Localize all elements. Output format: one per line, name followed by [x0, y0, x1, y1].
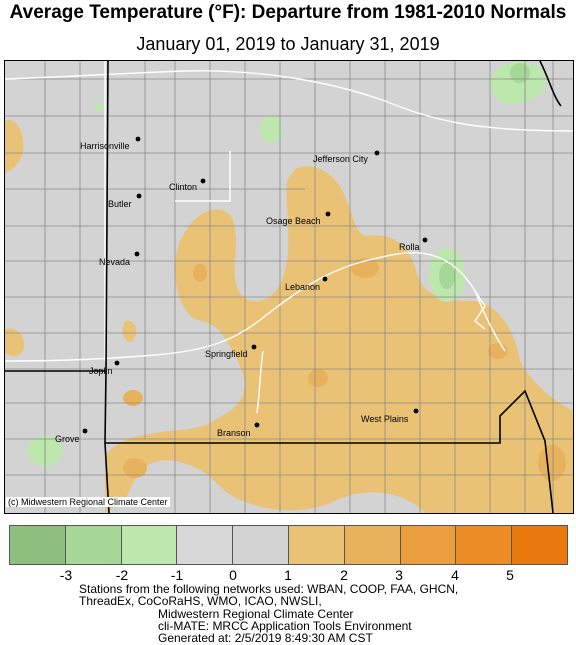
- city-label-butler: Butler: [108, 199, 132, 209]
- city-label-nevada: Nevada: [99, 257, 130, 267]
- legend-swatch-9: [456, 526, 513, 564]
- legend-swatch-4: [177, 526, 234, 564]
- city-label-harrisonville: Harrisonville: [80, 141, 130, 151]
- legend-swatch-10: [512, 526, 567, 564]
- city-dot-rolla: [422, 237, 428, 243]
- city-label-clinton: Clinton: [169, 182, 197, 192]
- cities: Harrisonville Clinton Butler Jefferson C…: [55, 136, 428, 444]
- legend-swatch-1: [10, 526, 66, 564]
- legend-swatch-5: [233, 526, 289, 564]
- city-label-rolla: Rolla: [399, 242, 420, 252]
- copyright-credit: (c) Midwestern Regional Climate Center: [6, 497, 170, 507]
- county-boundaries: [5, 61, 573, 513]
- city-dot-west-plains: [413, 408, 419, 414]
- map-canvas: Harrisonville Clinton Butler Jefferson C…: [5, 61, 573, 513]
- legend-swatch-8: [400, 526, 457, 564]
- legend-swatch-2: [65, 526, 122, 564]
- legend-tick: 5: [506, 567, 514, 583]
- legend-tick: 3: [395, 567, 403, 583]
- anomaly-negative-areas: [27, 61, 546, 466]
- state-boundaries: [5, 61, 562, 513]
- legend-ticks: -3 -2 -1 0 1 2 3 4 5: [0, 567, 576, 585]
- legend-swatch-6: [288, 526, 345, 564]
- date-range: January 01, 2019 to January 31, 2019: [136, 34, 440, 54]
- city-dot-jefferson-city: [374, 150, 380, 156]
- city-label-springfield: Springfield: [205, 349, 248, 359]
- legend-tick: -3: [59, 567, 73, 583]
- city-dot-grove: [82, 428, 88, 434]
- footer-networks-line-2: ThreadEx, CoCoRaHS, WMO, ICAO, NWSLI,: [79, 594, 322, 608]
- anomaly-2-3-areas: [123, 258, 566, 481]
- city-dot-osage-beach: [325, 211, 331, 217]
- city-label-lebanon: Lebanon: [285, 282, 320, 292]
- map-title: Average Temperature (°F): Departure from…: [9, 2, 567, 23]
- city-dot-springfield: [251, 344, 257, 350]
- legend-tick: 1: [284, 567, 292, 583]
- city-dot-clinton: [200, 178, 206, 184]
- legend-tick: 0: [229, 567, 237, 583]
- legend-swatch-3: [121, 526, 178, 564]
- city-label-branson: Branson: [217, 428, 251, 438]
- legend-tick: -2: [115, 567, 129, 583]
- color-legend: [9, 525, 568, 565]
- legend-tick: 4: [451, 567, 459, 583]
- footer-mrcc: Midwestern Regional Climate Center: [158, 607, 354, 621]
- interstates: [5, 61, 573, 414]
- city-dot-nevada: [134, 251, 140, 257]
- city-label-joplin: Joplin: [89, 366, 113, 376]
- temperature-map: Harrisonville Clinton Butler Jefferson C…: [4, 60, 574, 514]
- city-label-grove: Grove: [55, 434, 80, 444]
- footer-climate-tool: cli-MATE: MRCC Application Tools Environ…: [158, 619, 412, 633]
- city-dot-harrisonville: [135, 136, 141, 142]
- legend-swatch-7: [344, 526, 401, 564]
- city-label-jefferson-city: Jefferson City: [313, 154, 368, 164]
- legend-tick: 2: [340, 567, 348, 583]
- footer-generated-time: Generated at: 2/5/2019 8:49:30 AM CST: [158, 631, 373, 645]
- city-dot-butler: [136, 193, 142, 199]
- legend-tick: -1: [170, 567, 184, 583]
- footer-networks-line-1: Stations from the following networks use…: [79, 582, 459, 596]
- city-label-west-plains: West Plains: [361, 414, 409, 424]
- anomaly-1-2-areas: [5, 120, 573, 513]
- city-dot-branson: [254, 422, 260, 428]
- city-dot-joplin: [114, 360, 120, 366]
- city-dot-lebanon: [322, 276, 328, 282]
- city-label-osage-beach: Osage Beach: [266, 216, 321, 226]
